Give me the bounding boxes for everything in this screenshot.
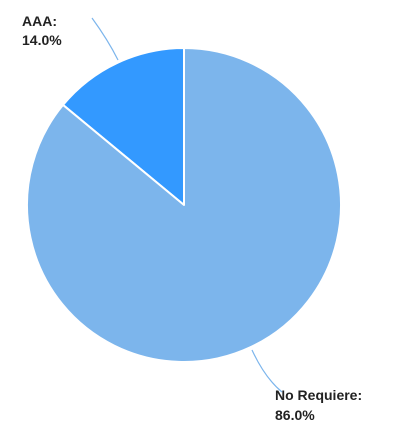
slice-label-name: AAA: <box>22 13 57 29</box>
label-connectors <box>91 17 283 393</box>
slice-label-percent: 86.0% <box>275 407 315 423</box>
slice-label-name: No Requiere: <box>275 387 362 403</box>
pie-slice-aaa[interactable] <box>62 47 185 206</box>
label-connector-aaa <box>91 17 119 61</box>
pie-slices <box>26 47 342 363</box>
slice-labels: AAA: 14.0% No Requiere: 86.0% <box>22 13 362 423</box>
label-connector-no-requiere <box>251 349 283 393</box>
pie-slice-no-requiere[interactable] <box>26 47 342 363</box>
slice-label-percent: 14.0% <box>22 32 62 48</box>
